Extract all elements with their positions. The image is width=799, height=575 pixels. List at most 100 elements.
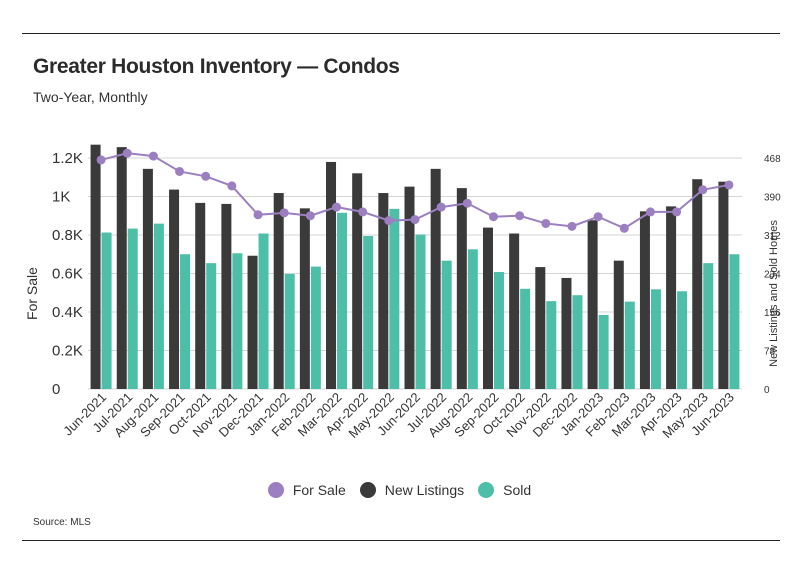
bar-new-listings [509, 233, 520, 389]
point-for-sale [462, 198, 472, 208]
left-tick-label: 0.4K [52, 304, 83, 321]
chart-canvas: 0 0.2K 0.4K 0.6K 0.8K 1K 1.2K 0 78 156 234 312 390 46… [24, 144, 781, 441]
bar-new-listings [273, 193, 284, 389]
right-tick-label: 390 [764, 193, 781, 204]
bar-sold [337, 212, 348, 389]
left-tick-label: 0 [52, 381, 60, 398]
legend-item-sold: Sold [478, 482, 531, 498]
bar-new-listings [404, 186, 415, 389]
point-for-sale [201, 171, 211, 181]
bottom-rule [22, 540, 780, 541]
bar-new-listings [142, 168, 153, 389]
bar-sold [415, 234, 426, 389]
bar-new-listings [299, 208, 310, 389]
bar-sold [729, 254, 740, 389]
point-for-sale [332, 202, 342, 212]
point-for-sale [593, 212, 603, 222]
legend-swatch-sold [478, 482, 495, 498]
point-for-sale [305, 211, 315, 221]
bar-new-listings [561, 277, 572, 389]
left-tick-label: 0.8K [52, 227, 83, 244]
bar-sold [206, 263, 217, 389]
bar-new-listings [587, 220, 598, 389]
bar-new-listings [326, 161, 337, 389]
chart-title: Greater Houston Inventory — Condos [33, 55, 400, 78]
legend-item-new-listings: New Listings [359, 482, 465, 498]
bar-sold [467, 249, 478, 389]
right-tick-label: 0 [764, 385, 770, 396]
bar-new-listings [639, 211, 650, 389]
left-tick-label: 1K [52, 189, 70, 206]
point-for-sale [619, 223, 629, 233]
point-for-sale [122, 148, 132, 158]
bar-new-listings [169, 189, 180, 389]
legend-swatch-for-sale [267, 482, 284, 498]
bar-sold [546, 301, 557, 389]
bar-new-listings [378, 193, 389, 389]
right-tick-label: 312 [764, 231, 781, 242]
y-axis-right-title: New Listings and Sold Homes [768, 220, 780, 367]
bar-sold [363, 235, 374, 389]
top-rule [22, 33, 780, 34]
point-for-sale [148, 151, 158, 161]
bar-new-listings [352, 173, 363, 389]
bar-sold [180, 254, 191, 389]
bar-new-listings [482, 227, 493, 389]
point-for-sale [672, 207, 682, 217]
bar-sold [127, 228, 138, 389]
point-for-sale [96, 155, 106, 165]
bar-new-listings [221, 203, 232, 389]
bar-sold [153, 223, 164, 389]
bar-sold [258, 233, 269, 389]
point-for-sale [175, 166, 185, 176]
point-for-sale [279, 208, 289, 218]
bar-new-listings [195, 202, 206, 389]
bar-sold [650, 289, 661, 389]
point-for-sale [541, 218, 551, 228]
bar-sold [598, 314, 609, 389]
bar-sold [493, 272, 504, 389]
chart-subtitle: Two-Year, Monthly [33, 89, 148, 105]
source-note: Source: MLS [33, 517, 91, 528]
legend-swatch-new-listings [359, 482, 376, 498]
legend-label-for-sale: For Sale [292, 482, 346, 498]
bar-new-listings [430, 168, 441, 389]
bar-new-listings [613, 260, 624, 389]
point-for-sale [515, 211, 525, 221]
bar-new-listings [718, 181, 729, 389]
point-for-sale [436, 202, 446, 212]
point-for-sale [698, 185, 708, 195]
point-for-sale [253, 210, 263, 220]
point-for-sale [724, 180, 734, 190]
bar-new-listings [666, 206, 677, 389]
point-for-sale [645, 207, 655, 217]
bar-new-listings [116, 147, 127, 389]
point-for-sale [358, 207, 368, 217]
y-axis-left-title: For Sale [24, 267, 40, 320]
bar-sold [284, 273, 295, 389]
bar-sold [677, 291, 688, 389]
legend: For Sale New Listings Sold [0, 482, 799, 498]
left-tick-label: 0.6K [52, 266, 83, 283]
left-tick-label: 1.2K [52, 150, 83, 167]
bar-new-listings [456, 188, 467, 389]
bar-sold [101, 232, 112, 389]
point-for-sale [410, 215, 420, 225]
bar-sold [624, 301, 635, 389]
bar-new-listings [90, 144, 101, 389]
bar-sold [520, 288, 531, 389]
bar-new-listings [247, 255, 258, 389]
point-for-sale [488, 212, 498, 222]
legend-item-for-sale: For Sale [267, 482, 346, 498]
bar-sold [572, 295, 583, 389]
bar-sold [389, 208, 400, 389]
bar-sold [703, 263, 714, 389]
bar-new-listings [535, 267, 546, 389]
legend-label-sold: Sold [503, 482, 532, 498]
bar-sold [310, 266, 321, 389]
right-tick-label: 234 [764, 270, 781, 281]
point-for-sale [567, 221, 577, 231]
legend-label-new-listings: New Listings [384, 482, 465, 498]
right-tick-label: 156 [764, 308, 781, 319]
bar-new-listings [692, 179, 703, 389]
